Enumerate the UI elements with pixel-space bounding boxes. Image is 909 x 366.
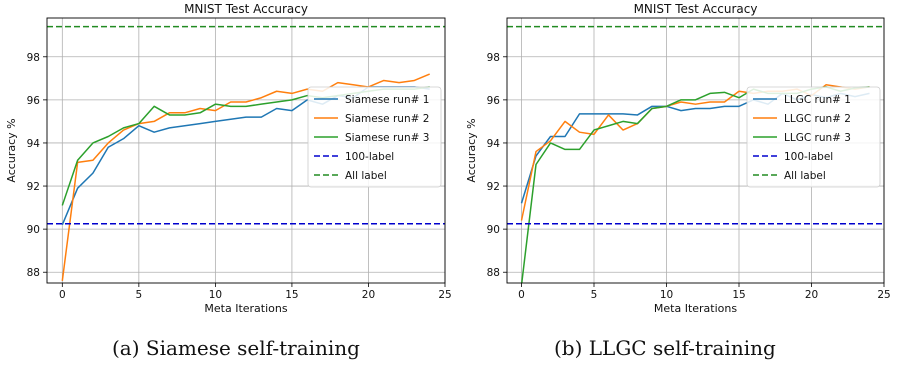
y-axis-label: Accuracy % [465, 118, 478, 182]
y-tick-label: 90 [27, 224, 40, 236]
chart-siamese: MNIST Test Accuracy 0 5 10 15 20 25 88 90 92 94 96 9… [5, 2, 452, 315]
x-tick-label: 25 [438, 289, 451, 301]
legend-entry: All label [345, 170, 387, 182]
legend-entry: All label [784, 170, 826, 182]
legend: LLGC run# 1 LLGC run# 2 LLGC run# 3 100-lab… [746, 86, 881, 188]
x-tick-label: 10 [660, 289, 673, 301]
y-tick-label: 88 [487, 267, 500, 279]
y-tick-label: 98 [487, 52, 500, 64]
axes-frame [46, 17, 446, 284]
y-tick-label: 94 [27, 138, 41, 150]
legend-entry: LLGC run# 2 [784, 113, 851, 125]
x-tick-label: 15 [732, 289, 745, 301]
legend-entry: Siamese run# 1 [345, 94, 429, 106]
legend-entry: LLGC run# 1 [784, 94, 851, 106]
axes-frame [506, 17, 885, 284]
legend-entry: 100-label [345, 151, 394, 163]
y-tick-label: 90 [487, 224, 500, 236]
caption-siamese: (a) Siamese self-training [112, 336, 360, 360]
x-tick-label: 15 [285, 289, 298, 301]
legend-entry: Siamese run# 2 [345, 113, 429, 125]
y-tick-label: 98 [27, 52, 40, 64]
legend-box [307, 86, 442, 188]
legend-box [746, 86, 881, 188]
x-tick-label: 20 [805, 289, 818, 301]
x-tick-label: 10 [209, 289, 222, 301]
x-tick-label: 5 [591, 289, 598, 301]
x-axis-label: Meta Iterations [204, 302, 287, 315]
y-tick-label: 88 [27, 267, 40, 279]
y-tick-label: 92 [27, 181, 40, 193]
x-tick-label: 0 [518, 289, 525, 301]
caption-llgc: (b) LLGC self-training [554, 336, 776, 360]
legend-entry: LLGC run# 3 [784, 132, 851, 144]
x-tick-label: 25 [877, 289, 890, 301]
y-tick-label: 96 [27, 95, 41, 107]
chart-title: MNIST Test Accuracy [184, 2, 308, 16]
chart-title: MNIST Test Accuracy [634, 2, 758, 16]
x-tick-label: 0 [59, 289, 66, 301]
x-tick-label: 20 [362, 289, 375, 301]
x-axis-label: Meta Iterations [654, 302, 737, 315]
legend-entry: Siamese run# 3 [345, 132, 429, 144]
x-tick-label: 5 [136, 289, 143, 301]
legend-entry: 100-label [784, 151, 833, 163]
y-tick-label: 92 [487, 181, 500, 193]
y-axis-label: Accuracy % [5, 118, 18, 182]
y-tick-label: 94 [487, 138, 501, 150]
y-tick-label: 96 [487, 95, 501, 107]
chart-llgc: MNIST Test Accuracy 0 5 10 15 20 25 88 90 92 94 96 9… [465, 2, 891, 315]
legend: Siamese run# 1 Siamese run# 2 Siamese run#… [307, 86, 442, 188]
